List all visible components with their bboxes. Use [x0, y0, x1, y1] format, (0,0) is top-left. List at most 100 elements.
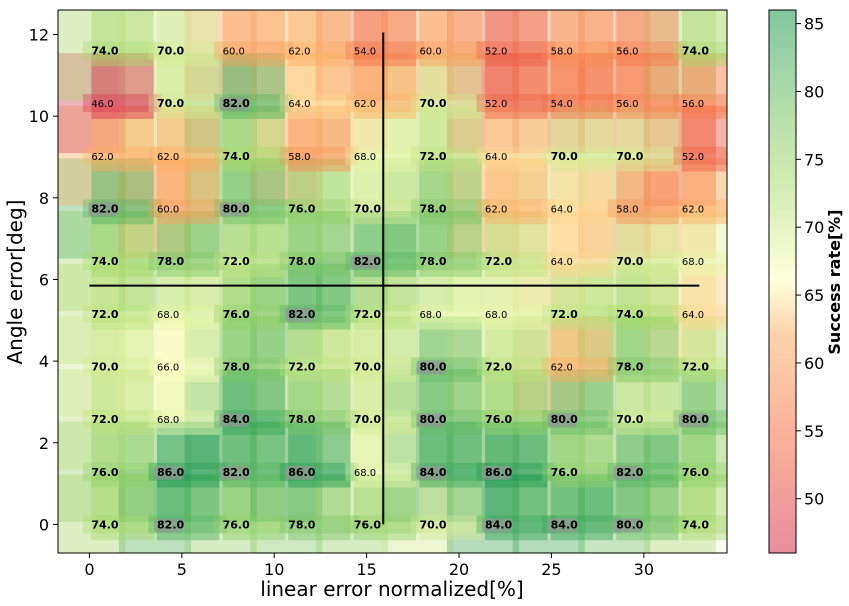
cell-value-label: 76.0: [223, 518, 250, 531]
heatmap-cell: [616, 316, 679, 383]
heatmap-cell: [222, 211, 285, 277]
heatmap-cell: [288, 53, 351, 119]
heatmap-row-band: [410, 304, 490, 323]
heatmap-row-band: [345, 41, 424, 60]
heatmap-row-band: [673, 357, 727, 376]
heatmap-cell-halo: [643, 474, 716, 553]
x-tick-label: 30: [634, 560, 654, 579]
heatmap-row-band: [345, 146, 424, 165]
heatmap-cell: [157, 263, 220, 330]
heatmap-cell-halo: [184, 105, 257, 206]
heatmap-row-band: [476, 252, 556, 271]
heatmap-cell-halo: [578, 211, 651, 312]
heatmap-cell: [419, 474, 482, 541]
heatmap-cell-halo: [184, 10, 257, 101]
heatmap-cell: [419, 263, 482, 330]
heatmap-cell-halo: [447, 10, 520, 101]
heatmap-row-band: [279, 515, 359, 534]
heatmap-cell-halo: [643, 211, 716, 312]
colorbar-tick-label: 60: [804, 354, 824, 373]
cell-value-label: 62.0: [91, 152, 113, 163]
cell-value-label: 74.0: [682, 44, 709, 57]
colorbar-title: Success rate[%]: [825, 209, 844, 354]
heatmap-cell-halo: [250, 105, 323, 206]
heatmap-row-band: [673, 94, 727, 113]
cell-label-highlight: [154, 518, 184, 533]
x-tick-label: 25: [541, 560, 561, 579]
heatmap-cell: [550, 263, 613, 330]
heatmap-cell-halo: [512, 211, 585, 312]
heatmap-cell-halo: [447, 369, 520, 470]
plot-frame: [57, 9, 728, 554]
cell-value-label: 80.0: [419, 360, 446, 373]
heatmap-row-band: [410, 146, 490, 165]
cell-value-label: 86.0: [157, 466, 184, 479]
cell-value-label: 78.0: [157, 255, 184, 268]
heatmap-cell-halo: [184, 211, 257, 312]
heatmap-row-band: [607, 252, 687, 271]
heatmap-row-band: [279, 94, 359, 113]
heatmap-row-band: [82, 94, 162, 113]
heatmap-row-band: [673, 41, 727, 60]
cell-value-label: 72.0: [288, 360, 315, 373]
heatmap-row-band: [673, 304, 727, 323]
cell-label-highlight: [285, 465, 315, 480]
heatmap-row-band: [148, 146, 228, 165]
heatmap-row-band: [410, 199, 490, 218]
colorbar-tick-label: 85: [804, 15, 824, 34]
heatmap-row-band: [476, 41, 556, 60]
cell-value-label: 76.0: [354, 518, 381, 531]
cell-value-label: 70.0: [157, 97, 184, 110]
cell-value-label: 74.0: [616, 308, 643, 321]
cell-value-label: 70.0: [91, 360, 118, 373]
heatmap-cell: [288, 158, 351, 225]
cell-value-label: 54.0: [551, 99, 573, 110]
heatmap-row-band: [214, 146, 293, 165]
colorbar-tick-label: 75: [804, 150, 824, 169]
heatmap-cell: [550, 10, 613, 67]
heatmap-cell-halo: [512, 10, 585, 101]
heatmap-cell-halo: [58, 10, 126, 101]
colorbar-gradient: [769, 10, 796, 553]
heatmap-row-band: [410, 515, 490, 534]
heatmap-cell: [222, 105, 285, 172]
heatmap-cell-halo: [578, 53, 651, 154]
cell-value-label: 76.0: [551, 466, 578, 479]
cell-value-label: 70.0: [616, 150, 643, 163]
heatmap-cell: [157, 211, 220, 277]
plot-area: 74.0 82.0 76.0 78.0 76.0 70.0 84.0 84.0 80.0 74.0…: [57, 9, 728, 554]
cell-value-label: 76.0: [485, 413, 512, 426]
heatmap-row-band: [345, 357, 424, 376]
heatmap-row-band: [476, 357, 556, 376]
heatmap-cell-halo: [250, 474, 323, 553]
heatmap-cell: [485, 10, 548, 67]
heatmap-row-band: [214, 41, 293, 60]
cell-label-highlight: [219, 97, 249, 112]
heatmap-row-band: [345, 410, 424, 429]
heatmap-cell: [157, 105, 220, 172]
heatmap-row-band: [82, 515, 162, 534]
colorbar-tick-label: 50: [804, 490, 824, 509]
heatmap-cell-halo: [118, 158, 192, 259]
heatmap-cell-halo: [578, 158, 651, 259]
heatmap-cell-halo: [578, 316, 651, 417]
cell-value-label: 78.0: [616, 360, 643, 373]
cell-value-label: 82.0: [91, 202, 118, 215]
heatmap-cell-halo: [512, 316, 585, 417]
heatmap-cell: [550, 105, 613, 172]
heatmap-row-band: [82, 462, 162, 481]
cell-value-label: 84.0: [223, 413, 250, 426]
heatmap-cell-halo: [315, 474, 388, 553]
heatmap-cell-halo: [184, 316, 257, 417]
cell-value-label: 76.0: [288, 202, 315, 215]
heatmap-cell: [91, 10, 154, 67]
heatmap-cell: [616, 263, 679, 330]
cell-value-label: 62.0: [551, 362, 573, 373]
cell-label-highlight: [88, 202, 118, 217]
heatmap-row-band: [82, 304, 162, 323]
x-tick-label: 15: [356, 560, 376, 579]
y-tick-label: 4: [39, 352, 49, 371]
heatmap-cell-halo: [512, 421, 585, 522]
y-tick-label: 2: [39, 434, 49, 453]
